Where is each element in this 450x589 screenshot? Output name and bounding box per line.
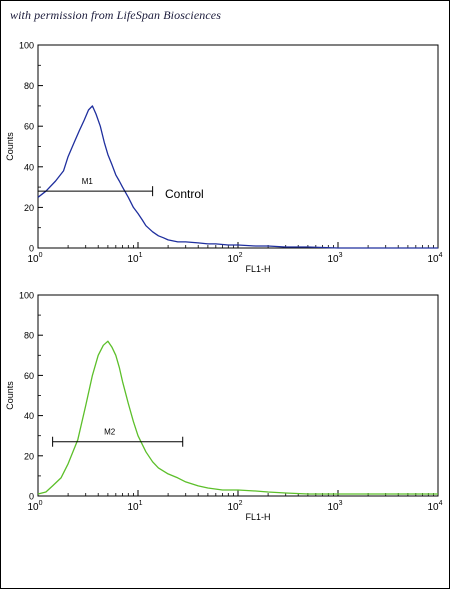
x-tick-label: 104 <box>427 500 442 513</box>
marker-label: M1 <box>82 177 94 186</box>
y-tick-label: 40 <box>24 162 34 172</box>
x-tick-label: 102 <box>227 252 242 265</box>
y-tick-label: 80 <box>24 331 34 341</box>
x-axis-label: FL1-H <box>245 264 270 274</box>
y-tick-label: 80 <box>24 81 34 91</box>
y-tick-label: 40 <box>24 411 34 421</box>
x-tick-label: 101 <box>127 252 142 265</box>
series-line-2-1 <box>37 340 438 495</box>
x-tick-label: 100 <box>27 252 42 265</box>
plot-frame-2 <box>37 294 439 497</box>
y-tick-label: 20 <box>24 451 34 461</box>
marker-label: M2 <box>104 428 116 437</box>
annotation-label: Control <box>165 187 204 201</box>
x-tick-label: 101 <box>127 500 142 513</box>
y-tick-label: 60 <box>24 122 34 132</box>
plot-frame-1 <box>37 44 439 249</box>
y-tick-label: 0 <box>29 492 34 502</box>
y-tick-label: 100 <box>19 291 34 301</box>
y-tick-label: 60 <box>24 371 34 381</box>
y-axis-label: Counts <box>5 132 15 161</box>
x-axis-label: FL1-H <box>245 512 270 522</box>
x-tick-label: 103 <box>327 500 342 513</box>
y-axis-label: Counts <box>5 381 15 410</box>
x-tick-label: 100 <box>27 500 42 513</box>
y-tick-label: 20 <box>24 203 34 213</box>
x-tick-label: 103 <box>327 252 342 265</box>
credit-caption: with permission from LifeSpan Bioscience… <box>10 8 221 22</box>
y-tick-label: 0 <box>29 244 34 254</box>
x-tick-label: 102 <box>227 500 242 513</box>
x-tick-label: 104 <box>427 252 442 265</box>
y-tick-label: 100 <box>19 41 34 51</box>
series-line-1-1 <box>37 105 438 249</box>
